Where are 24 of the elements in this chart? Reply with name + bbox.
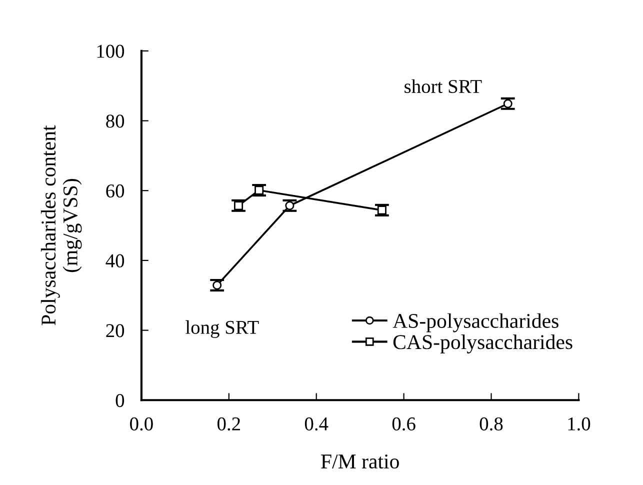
y-tick-label: 20 xyxy=(106,324,124,338)
annotation: long SRT xyxy=(186,320,259,338)
point xyxy=(234,201,244,210)
y-tick-label: 0 xyxy=(116,394,124,408)
y-tick-label: 100 xyxy=(97,44,124,58)
y-tick-label: 80 xyxy=(106,114,124,128)
x-tick-label: 0.4 xyxy=(304,417,328,431)
x-tick-label: 0.0 xyxy=(130,417,153,431)
point xyxy=(254,186,264,195)
y-tick-label: 60 xyxy=(106,184,124,198)
x-axis-title: F/M ratio xyxy=(321,454,399,469)
legend-label: AS-polysaccharides xyxy=(392,313,558,332)
point xyxy=(503,99,512,108)
x-tick-label: 0.8 xyxy=(480,417,503,431)
annotation: short SRT xyxy=(404,79,482,94)
point xyxy=(285,201,294,210)
y-tick-label: 40 xyxy=(106,254,124,268)
x-tick-label: 0.6 xyxy=(392,417,416,431)
point xyxy=(212,280,222,290)
legend-label: CAS-polysaccharides xyxy=(393,334,572,354)
x-tick-label: 1.0 xyxy=(568,417,590,431)
y-axis-title: Polysaccharides content (mg/gVSS) xyxy=(40,125,82,326)
point xyxy=(377,206,386,215)
x-tick-label: 0.2 xyxy=(217,417,240,431)
